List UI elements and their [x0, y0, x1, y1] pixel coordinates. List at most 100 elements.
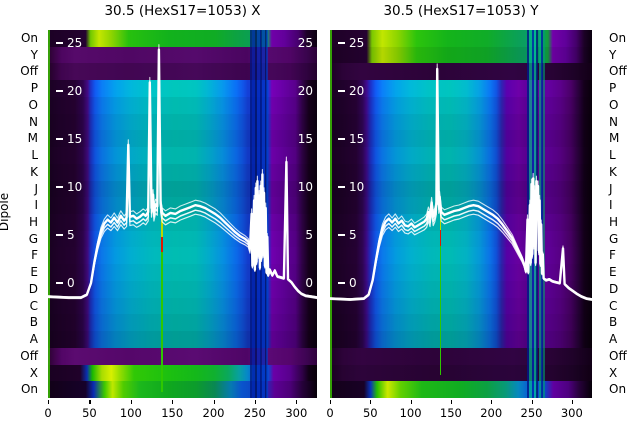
x-axis-tick [571, 400, 573, 404]
x-axis-tick-label: 100 [119, 406, 142, 420]
row-label: D [28, 281, 38, 296]
row-label: F [31, 248, 38, 263]
heatmap-row-on [48, 30, 317, 48]
inner-axis-tick-label: 15 [297, 132, 313, 146]
row-label: L [31, 148, 38, 163]
row-label: M [27, 131, 38, 146]
x-axis-tick-label: 200 [202, 406, 225, 420]
heatmap-area [48, 30, 317, 398]
heatmap-vertical-stripe [541, 30, 544, 398]
row-label: Y [609, 47, 617, 62]
row-label: G [28, 231, 38, 246]
x-axis-tick-label: 0 [326, 406, 334, 420]
profile-curve [48, 44, 317, 300]
inner-axis-tick-label: 10 [67, 180, 83, 194]
heatmap-row-b [48, 314, 317, 332]
heatmap-row-off [48, 63, 317, 81]
inner-axis-tick-label: 15 [349, 132, 365, 146]
inner-axis-tick-label: 0 [349, 276, 357, 290]
x-axis-tick-label: 150 [161, 406, 184, 420]
x-axis-tick-label: 50 [362, 406, 378, 420]
inner-axis-tick-label: 10 [349, 180, 365, 194]
heatmap-row-off [330, 63, 592, 81]
row-label: K [609, 164, 617, 179]
anomaly-column-segment [439, 246, 442, 375]
row-label: I [609, 198, 613, 213]
x-axis-tick [254, 400, 257, 404]
x-axis-tick-label: 50 [82, 406, 97, 420]
heatmap-row-j [330, 180, 592, 198]
row-label: X [609, 365, 618, 380]
row-label: L [609, 148, 616, 163]
row-label: H [28, 215, 38, 229]
x-axis-tick [213, 400, 215, 404]
x-axis-tick [296, 400, 298, 404]
row-label: C [29, 298, 38, 313]
heatmap-panel-x: 25 25 20 20 15 15 10 10 5 5 0 0 0 50 100 150 200 250 300 [44, 30, 317, 420]
x-axis-tick [89, 400, 91, 404]
row-label: Off [20, 64, 38, 79]
heatmap-row-off [48, 347, 317, 366]
heatmap-row-c [48, 297, 317, 315]
heatmap-vertical-stripe [543, 30, 546, 398]
row-labels-right: On Y Off P O N M L K J I H G F E D C B A Off X On [600, 30, 640, 398]
x-axis-tick [531, 400, 533, 404]
heatmap-row-e [48, 264, 317, 282]
row-label: C [609, 298, 618, 313]
inner-axis-tick [338, 42, 345, 44]
x-axis-tick-label: 150 [439, 406, 462, 420]
x-axis-tick [491, 400, 493, 404]
x-axis-tick-label: 300 [560, 406, 583, 420]
x-axis-tick [450, 400, 453, 404]
x-axis-tick [130, 400, 132, 404]
x-axis-tick [48, 400, 50, 404]
row-label: G [609, 231, 619, 246]
row-label: Y [30, 47, 38, 62]
x-axis-tick [370, 400, 372, 404]
row-label: E [30, 265, 38, 280]
panel-title-y: 30.5 (HexS17=1053) Y [383, 3, 539, 19]
heatmap-row-l [48, 147, 317, 165]
heatmap-row-k [330, 163, 592, 182]
heatmap-row-l [330, 147, 592, 165]
inner-axis-tick [338, 186, 345, 188]
anomaly-column-segment [161, 215, 163, 237]
profile-curve-trace [48, 58, 317, 300]
inner-axis-tick-label: 5 [349, 228, 357, 242]
heatmap-row-k [48, 163, 317, 182]
x-axis-tick-label: 100 [399, 406, 422, 420]
inner-axis-tick-label: 5 [67, 228, 75, 242]
heatmap-row-p [48, 80, 317, 98]
row-label: Off [609, 348, 627, 363]
profile-curve-trace [48, 44, 317, 298]
heatmap-row-b [330, 314, 592, 332]
heatmap-row-x [48, 364, 317, 382]
inner-axis-tick [56, 234, 63, 236]
profile-curve-trace [48, 53, 317, 299]
row-label: O [609, 97, 619, 112]
profile-curve-trace [330, 73, 592, 301]
inner-axis-tick-label: 0 [305, 276, 313, 290]
inner-axis-tick-label: 25 [297, 36, 313, 50]
row-label: N [29, 114, 38, 129]
first-column-highlight [48, 30, 50, 398]
x-axis-tick [410, 400, 412, 404]
inner-axis-tick-label: 25 [67, 36, 83, 50]
heatmap-row-on [48, 381, 317, 398]
row-label: M [609, 131, 620, 146]
row-label: N [609, 114, 618, 129]
profile-curve-trace [48, 48, 317, 299]
heatmap-row-i [48, 197, 317, 215]
heatmap-row-m [48, 130, 317, 148]
row-label: H [609, 215, 619, 229]
inner-axis-tick-label: 15 [67, 132, 83, 146]
row-label: E [609, 265, 617, 280]
heatmap-row-c [330, 297, 592, 315]
heatmap-row-p [330, 80, 592, 98]
inner-axis-tick [338, 90, 345, 92]
row-label: B [609, 315, 618, 330]
anomaly-column-segment [161, 252, 163, 392]
row-label: B [29, 315, 38, 330]
inner-axis-tick [56, 42, 63, 44]
inner-axis-tick-label: 5 [305, 228, 313, 242]
